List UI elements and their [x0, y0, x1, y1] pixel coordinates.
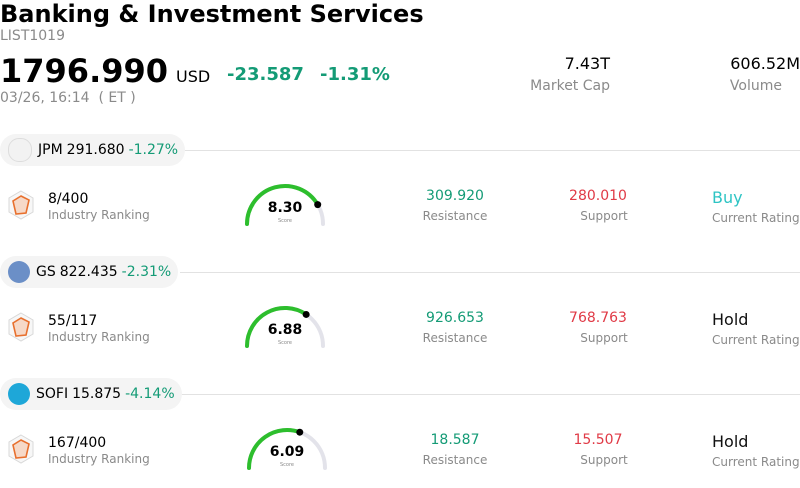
- industry-rank: 167/400: [48, 435, 107, 451]
- stock-change-pct: -4.14%: [125, 386, 175, 402]
- current-rating: Hold: [712, 432, 749, 451]
- price-change: -23.587: [227, 64, 304, 85]
- score-gauge-fill: [247, 428, 302, 470]
- score-label: Score: [279, 462, 294, 468]
- stock-symbol: SOFI: [36, 386, 69, 402]
- resistance-value: 309.920: [426, 188, 484, 204]
- timestamp: 03/26, 16:14 ( ET ): [0, 90, 136, 106]
- score-value: 6.09: [269, 444, 305, 460]
- market-cap-label: Market Cap: [530, 78, 610, 94]
- score-label: Score: [277, 340, 292, 346]
- currency-label: USD: [176, 67, 211, 86]
- stock-change-pct: -1.27%: [128, 142, 179, 158]
- score-value: 8.30: [267, 200, 303, 216]
- industry-rank-label: Industry Ranking: [48, 452, 150, 466]
- ranking-hexagon-icon: [8, 434, 34, 464]
- resistance-label: Resistance: [422, 209, 488, 223]
- stock-symbol: GS: [36, 264, 56, 280]
- current-rating-label: Current Rating: [712, 455, 800, 469]
- resistance-label: Resistance: [422, 331, 488, 345]
- score-value: 6.88: [267, 322, 303, 338]
- score-gauge: [245, 184, 325, 226]
- support-label: Support: [580, 453, 628, 467]
- ranking-hexagon-icon: [8, 312, 34, 342]
- stock-symbol: JPM: [38, 142, 63, 158]
- industry-rank: 8/400: [48, 191, 89, 207]
- current-rating-label: Current Rating: [712, 211, 800, 225]
- stock-pill-sofi[interactable]: SOFI 15.875 -4.14%: [0, 378, 182, 410]
- support-value: 280.010: [569, 188, 627, 204]
- price-change-pct: -1.31%: [320, 64, 390, 85]
- support-label: Support: [580, 209, 628, 223]
- stock-pill-gs[interactable]: GS 822.435 -2.31%: [0, 256, 179, 288]
- current-rating-label: Current Rating: [712, 333, 800, 347]
- volume-value: 606.52M: [730, 54, 800, 73]
- score-gauge-marker: [302, 310, 310, 318]
- score-gauge: [245, 306, 325, 348]
- industry-rank: 55/117: [48, 313, 98, 329]
- industry-rank-label: Industry Ranking: [48, 208, 150, 222]
- resistance-value: 18.587: [430, 432, 480, 448]
- row-divider: [180, 272, 800, 273]
- score-gauge: [247, 428, 327, 470]
- stock-change-pct: -2.31%: [121, 264, 172, 280]
- list-code: LIST1019: [0, 28, 65, 44]
- page-title: Banking & Investment Services: [0, 0, 424, 28]
- industry-rank-label: Industry Ranking: [48, 330, 150, 344]
- row-divider: [180, 394, 800, 395]
- resistance-label: Resistance: [422, 453, 488, 467]
- stock-price: 15.875: [72, 386, 122, 402]
- support-value: 15.507: [573, 432, 623, 448]
- score-gauge-fill: [245, 184, 320, 226]
- score-label: Score: [277, 218, 292, 224]
- support-value: 768.763: [569, 310, 627, 326]
- score-gauge-marker: [314, 201, 322, 209]
- stock-price: 291.680: [66, 142, 125, 158]
- score-gauge-fill: [245, 306, 309, 348]
- company-logo-icon: [8, 261, 30, 283]
- resistance-value: 926.653: [426, 310, 484, 326]
- support-label: Support: [580, 331, 628, 345]
- current-rating: Hold: [712, 310, 749, 329]
- stock-price: 822.435: [59, 264, 118, 280]
- ranking-hexagon-icon: [8, 190, 34, 220]
- score-gauge-marker: [296, 428, 304, 436]
- index-price: 1796.990: [0, 52, 169, 90]
- current-rating: Buy: [712, 188, 743, 207]
- company-logo-icon: [8, 138, 32, 162]
- volume-label: Volume: [729, 78, 782, 94]
- stock-pill-jpm[interactable]: JPM 291.680 -1.27%: [0, 134, 186, 166]
- company-logo-icon: [8, 383, 30, 405]
- row-divider: [180, 150, 800, 151]
- market-cap-value: 7.43T: [564, 54, 610, 73]
